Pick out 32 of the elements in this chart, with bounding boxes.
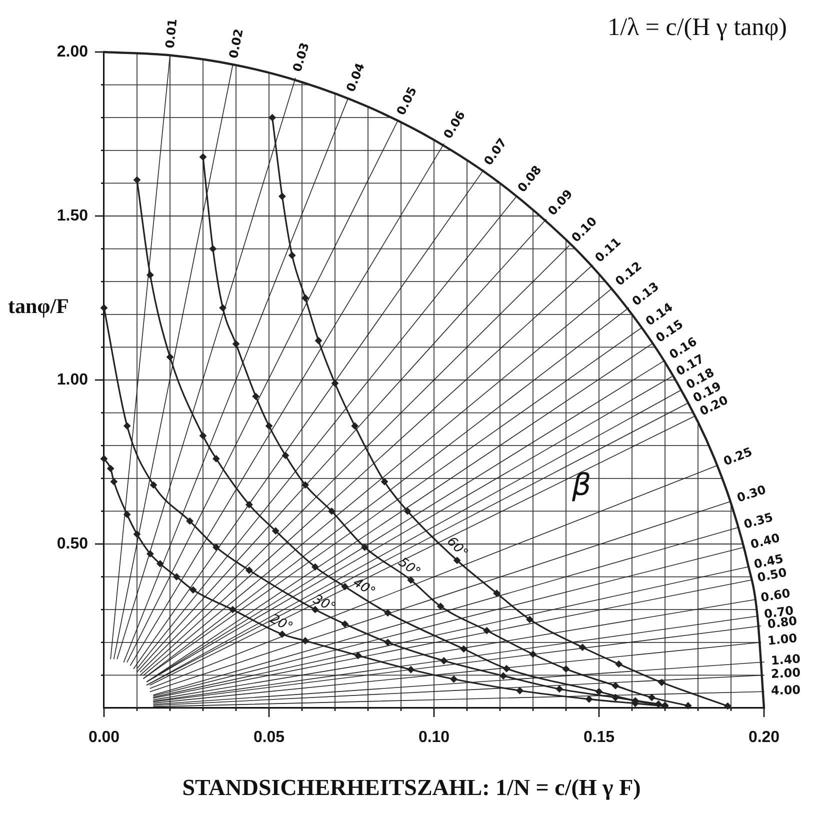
text: 0.60: [760, 586, 792, 605]
x-tick-label: 0.20: [748, 729, 780, 746]
x-tick-label: 0.15: [583, 729, 615, 746]
text: 1/λ = c/(H γ tanφ): [608, 14, 787, 42]
series-label: 2.00: [770, 666, 801, 681]
x-tick-label: 0.00: [88, 729, 120, 746]
series-label: 1.40: [770, 652, 801, 668]
text: 20°: [268, 612, 295, 636]
series-label: 4.00: [770, 682, 801, 698]
text: 50°: [395, 554, 423, 580]
text: 0.02: [226, 28, 246, 60]
annotation: β: [572, 468, 592, 503]
y-tick-label: 0.50: [56, 535, 88, 552]
text: 0.01: [162, 18, 180, 49]
text: 30°: [310, 592, 338, 616]
text: 0.03: [290, 40, 312, 74]
text: 1.00: [766, 630, 798, 648]
y-tick-label: 1.00: [56, 371, 88, 388]
text: 0.35: [742, 510, 774, 532]
x-axis-title: STANDSICHERHEITSZAHL: 1/N = c/(H γ F): [181, 775, 642, 801]
y-tick-label: 1.50: [56, 207, 88, 224]
text: 0.05: [394, 84, 420, 118]
text: 40°: [350, 575, 378, 600]
text: 60°: [444, 534, 471, 562]
text: 0.40: [749, 530, 782, 552]
text: 0.04: [343, 60, 368, 94]
text: 0.25: [721, 444, 754, 468]
y-axis-title: tanφ/F: [8, 294, 69, 319]
text: 0.30: [735, 482, 768, 505]
y-tick-label: 2.00: [56, 43, 88, 60]
x-tick-label: 0.10: [418, 729, 450, 746]
x-tick-label: 0.05: [253, 729, 285, 746]
